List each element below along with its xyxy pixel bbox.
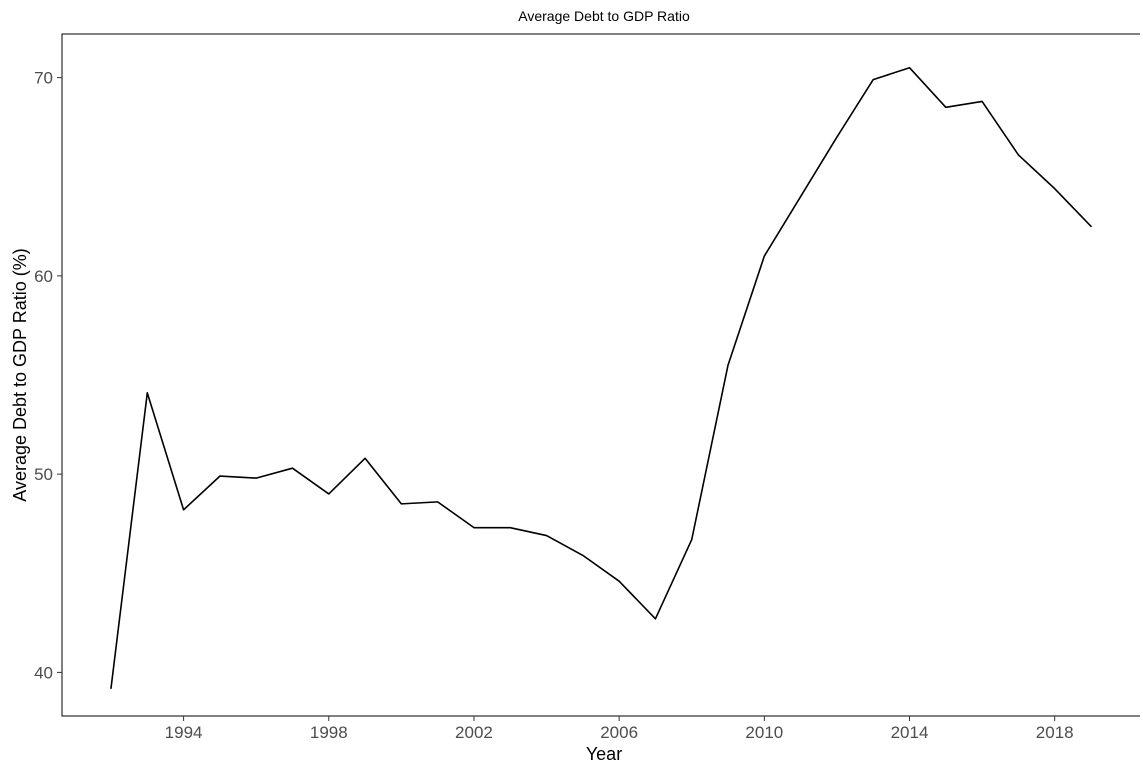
- x-tick-label: 2002: [455, 723, 493, 742]
- x-tick-label: 2006: [600, 723, 638, 742]
- y-tick-label: 40: [34, 663, 53, 682]
- series-line: [110, 66, 1092, 690]
- y-axis-label: Average Debt to GDP Ratio (%): [10, 248, 30, 501]
- x-axis-label: Year: [586, 744, 622, 764]
- x-tick-label: 1998: [310, 723, 348, 742]
- chart-title: Average Debt to GDP Ratio: [518, 8, 690, 24]
- x-tick-label: 1994: [165, 723, 203, 742]
- x-tick-label: 2018: [1036, 723, 1074, 742]
- x-tick-label: 2010: [745, 723, 783, 742]
- plot-area: 1994 1998 2002 2006 2010 2014 2018 40 50 60 70: [34, 33, 1140, 742]
- y-tick-label: 70: [34, 69, 53, 88]
- x-tick-label: 2014: [891, 723, 929, 742]
- y-axis-ticks: 40 50 60 70: [34, 69, 62, 682]
- y-tick-label: 50: [34, 465, 53, 484]
- x-axis-ticks: 1994 1998 2002 2006 2010 2014 2018: [165, 716, 1074, 742]
- y-tick-label: 60: [34, 267, 53, 286]
- axis-frame: [61, 33, 1140, 717]
